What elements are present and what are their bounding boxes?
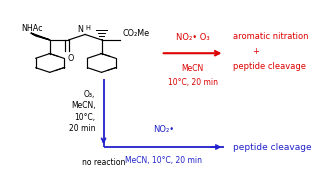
Text: O: O [67,54,73,63]
Text: N: N [78,25,83,33]
Text: O₃,: O₃, [84,90,95,99]
Text: NO₂• O₃: NO₂• O₃ [176,33,209,42]
Text: aromatic nitration: aromatic nitration [233,32,308,41]
Text: peptide cleavage: peptide cleavage [233,143,311,152]
Text: 10°C, 20 min: 10°C, 20 min [168,78,217,87]
Text: CO₂Me: CO₂Me [122,29,149,38]
Text: MeCN, 10°C, 20 min: MeCN, 10°C, 20 min [125,156,203,165]
Text: 20 min: 20 min [69,124,95,133]
Text: +: + [252,47,259,56]
Text: no reaction: no reaction [82,158,125,167]
Text: H: H [86,26,91,31]
Text: NO₂•: NO₂• [153,125,175,134]
Text: MeCN: MeCN [182,64,204,74]
Text: peptide cleavage: peptide cleavage [233,62,305,71]
Text: MeCN,: MeCN, [71,101,95,110]
Text: 10°C,: 10°C, [74,112,95,122]
Polygon shape [31,33,50,40]
Text: NHAc: NHAc [21,24,43,33]
